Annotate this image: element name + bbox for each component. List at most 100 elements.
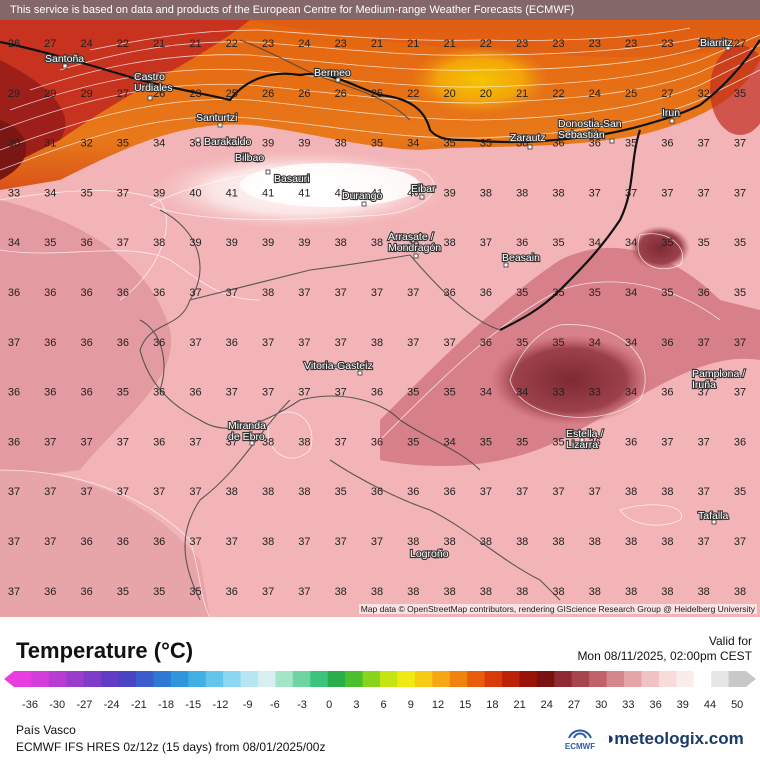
- grid-value: 37: [117, 237, 129, 249]
- grid-value: 34: [625, 387, 637, 399]
- grid-value: 36: [589, 436, 601, 448]
- grid-value: 40: [189, 187, 201, 199]
- grid-value: 36: [589, 138, 601, 150]
- colorbar-swatch: [432, 671, 451, 687]
- colorbar-swatch: [153, 671, 172, 687]
- grid-value: 37: [262, 586, 274, 598]
- temperature-map[interactable]: 26 27 24 22 21 21 22 23 24 23 21 21 21 22 23 23 23 23 23 25…: [0, 0, 760, 617]
- grid-value: 37: [117, 436, 129, 448]
- grid-value: 37: [189, 486, 201, 498]
- grid-value: 36: [443, 287, 455, 299]
- city-marker: [725, 45, 731, 51]
- meteologix-logo[interactable]: ◑meteologix.com: [604, 729, 744, 748]
- grid-value: 36: [153, 387, 165, 399]
- grid-value: 37: [698, 337, 710, 349]
- city-beasain: Beasain: [501, 251, 541, 268]
- grid-value: 35: [698, 237, 710, 249]
- city-marker: [265, 169, 271, 175]
- city-name: Basauri: [274, 173, 310, 185]
- grid-value: 31: [44, 138, 56, 150]
- colorbar-tick-label: 39: [677, 699, 689, 708]
- colorbar-tick-label: 33: [622, 699, 634, 708]
- city-marker: [335, 77, 341, 83]
- grid-value: 36: [661, 337, 673, 349]
- grid-value: 24: [298, 38, 310, 50]
- grid-value: 27: [44, 38, 56, 50]
- city-name: Castro Urdiales: [134, 71, 173, 94]
- colorbar-tick-label: -18: [158, 699, 174, 708]
- grid-value: 36: [80, 387, 92, 399]
- city-santurtzi: Santurtzi: [195, 111, 239, 128]
- grid-value: 34: [8, 237, 20, 249]
- grid-value: 27: [117, 88, 129, 100]
- grid-value: 22: [480, 38, 492, 50]
- grid-value: 36: [44, 287, 56, 299]
- grid-value: 35: [552, 287, 564, 299]
- colorbar-swatch: [345, 671, 364, 687]
- city-name: Santurtzi: [196, 112, 237, 124]
- grid-value: 37: [407, 287, 419, 299]
- grid-value: 37: [371, 536, 383, 548]
- grid-value: 35: [153, 586, 165, 598]
- grid-value: 21: [153, 38, 165, 50]
- grid-value: 35: [117, 138, 129, 150]
- grid-value: 22: [407, 88, 419, 100]
- grid-value: 37: [153, 486, 165, 498]
- grid-value: 21: [371, 38, 383, 50]
- colorbar-tick-label: 50: [731, 699, 743, 708]
- colorbar-tick-label: 12: [432, 699, 444, 708]
- city-bilbao: Bilbao: [234, 151, 266, 165]
- grid-value: 37: [335, 436, 347, 448]
- grid-value: 39: [298, 138, 310, 150]
- grid-value: 23: [262, 38, 274, 50]
- colorbar-swatch: [258, 671, 276, 687]
- city-miranda-de-ebro: Miranda de Ebro: [227, 419, 267, 446]
- grid-value: 35: [443, 138, 455, 150]
- grid-value: 35: [661, 287, 673, 299]
- grid-value: 37: [589, 486, 601, 498]
- colorbar-swatch: [571, 671, 590, 687]
- grid-value: 39: [189, 237, 201, 249]
- grid-value: 33: [552, 387, 564, 399]
- grid-value: 38: [625, 536, 637, 548]
- colorbar-tick-label: 18: [486, 699, 498, 708]
- colorbar-swatch: [624, 671, 642, 687]
- grid-value: 29: [80, 88, 92, 100]
- grid-value: 38: [371, 237, 383, 249]
- grid-value: 35: [371, 138, 383, 150]
- ecmwf-logo-icon: [568, 729, 592, 739]
- colorbar-swatch: [66, 671, 85, 687]
- grid-value: 33: [589, 387, 601, 399]
- colorbar-tick-label: 24: [541, 699, 553, 708]
- grid-value: 34: [516, 387, 528, 399]
- grid-value: 33: [8, 187, 20, 199]
- grid-value: 36: [552, 138, 564, 150]
- grid-value: 37: [698, 436, 710, 448]
- grid-value: 23: [189, 88, 201, 100]
- colorbar-swatch: [170, 671, 189, 687]
- colorbar-max-arrow: [746, 671, 756, 687]
- grid-value: 37: [226, 436, 238, 448]
- grid-value: 38: [226, 486, 238, 498]
- grid-value: 37: [8, 486, 20, 498]
- grid-value: 36: [371, 387, 383, 399]
- colorbar-swatch: [606, 671, 625, 687]
- grid-value: 27: [661, 88, 673, 100]
- grid-value: 37: [734, 187, 746, 199]
- grid-value: 41: [298, 187, 310, 199]
- grid-value: 40: [407, 187, 419, 199]
- colorbar-swatch: [362, 671, 381, 687]
- grid-value: 36: [189, 387, 201, 399]
- grid-value: 34: [625, 287, 637, 299]
- grid-value: 38: [625, 486, 637, 498]
- grid-value: 34: [589, 237, 601, 249]
- ecmwf-data-notice: This service is based on data and produc…: [0, 0, 760, 20]
- grid-value: 26: [335, 88, 347, 100]
- city-vitoria-gasteiz: Vitoria-Gasteiz: [303, 359, 374, 376]
- colorbar-tick-label: 27: [568, 699, 580, 708]
- colorbar-swatch: [118, 671, 137, 687]
- grid-value: 37: [298, 586, 310, 598]
- grid-value: 26: [153, 88, 165, 100]
- grid-value: 37: [734, 387, 746, 399]
- grid-value: 34: [443, 436, 455, 448]
